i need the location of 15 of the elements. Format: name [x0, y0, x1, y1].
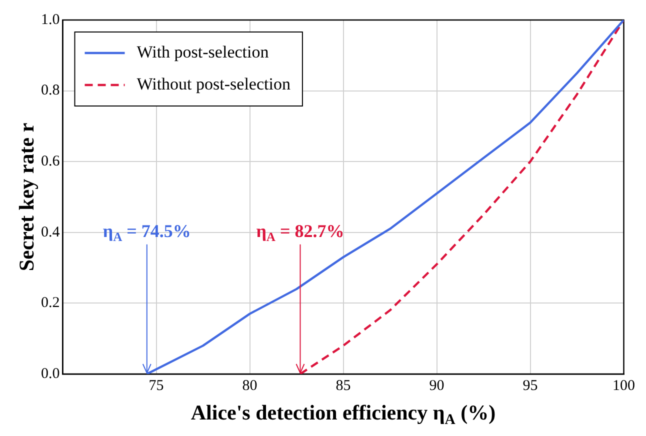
x-tick-label: 90 [429, 378, 444, 394]
y-tick-label: 0.4 [41, 224, 60, 240]
legend-label: Without post-selection [136, 74, 291, 94]
x-tick-label: 85 [336, 378, 351, 394]
legend-label: With post-selection [136, 42, 270, 62]
x-tick-label: 95 [522, 378, 538, 394]
y-axis-title: Secret key rate r [14, 122, 38, 272]
x-tick-label: 80 [242, 378, 258, 394]
x-tick-label: 75 [148, 378, 164, 394]
y-tick-label: 0.6 [41, 154, 60, 170]
y-tick-label: 0.8 [41, 82, 60, 99]
y-tick-label: 0.0 [41, 366, 60, 382]
y-tick-label: 1.0 [41, 12, 60, 28]
y-tick-label: 0.2 [41, 295, 60, 312]
x-tick-label: 100 [612, 378, 635, 394]
